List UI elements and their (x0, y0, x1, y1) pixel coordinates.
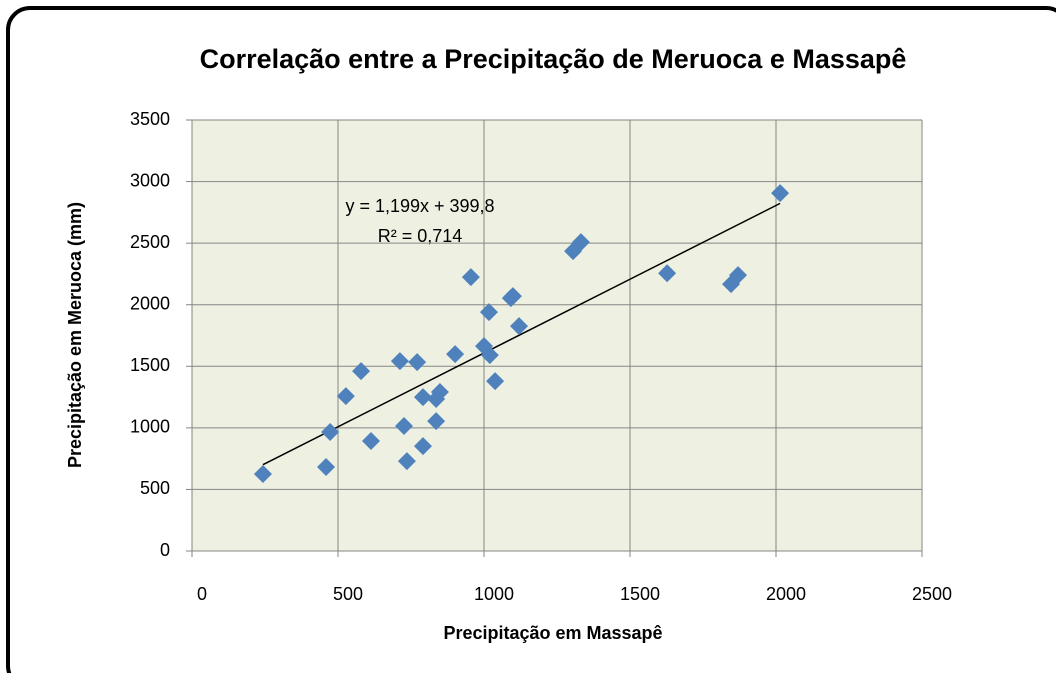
x-tick-label: 1000 (474, 584, 514, 604)
y-tick-label: 2000 (130, 293, 170, 313)
point (361, 432, 380, 451)
y-tick-label: 1000 (130, 417, 170, 437)
point (336, 387, 355, 406)
x-tick-label: 1500 (620, 584, 660, 604)
x-tick-label: 0 (197, 584, 207, 604)
plot-area (192, 120, 922, 551)
point (427, 412, 446, 431)
point (317, 458, 336, 477)
point (571, 233, 590, 252)
point (430, 383, 449, 402)
y-axis-label: Precipitação em Meruoca (mm) (65, 202, 85, 468)
point (413, 388, 432, 407)
chart-title: Correlação entre a Precipitação de Meruo… (199, 44, 907, 74)
point (729, 266, 748, 285)
y-tick-label: 0 (160, 540, 170, 560)
point (446, 345, 465, 364)
point (321, 423, 340, 442)
y-tick-label: 2500 (130, 232, 170, 252)
y-tick-label: 500 (140, 478, 170, 498)
point (390, 352, 409, 371)
point (397, 452, 416, 471)
y-tick-label: 3000 (130, 170, 170, 190)
x-tick-label: 500 (333, 584, 363, 604)
point (503, 287, 522, 306)
point (413, 437, 432, 456)
r-squared: R² = 0,714 (378, 226, 463, 246)
point (771, 184, 790, 203)
point (394, 417, 413, 436)
x-axis-label: Precipitação em Massapê (443, 623, 662, 643)
point (408, 353, 427, 372)
y-tick-label: 1500 (130, 355, 170, 375)
point (479, 303, 498, 322)
point (510, 317, 529, 336)
point (461, 268, 480, 287)
x-tick-label: 2500 (912, 584, 952, 604)
point (486, 372, 505, 391)
point (253, 465, 272, 484)
x-tick-label: 2000 (766, 584, 806, 604)
point (658, 264, 677, 283)
y-tick-label: 3500 (130, 109, 170, 129)
equation: y = 1,199x + 399,8 (345, 196, 494, 216)
point (352, 362, 371, 381)
point (480, 346, 499, 365)
trendline (262, 202, 781, 466)
